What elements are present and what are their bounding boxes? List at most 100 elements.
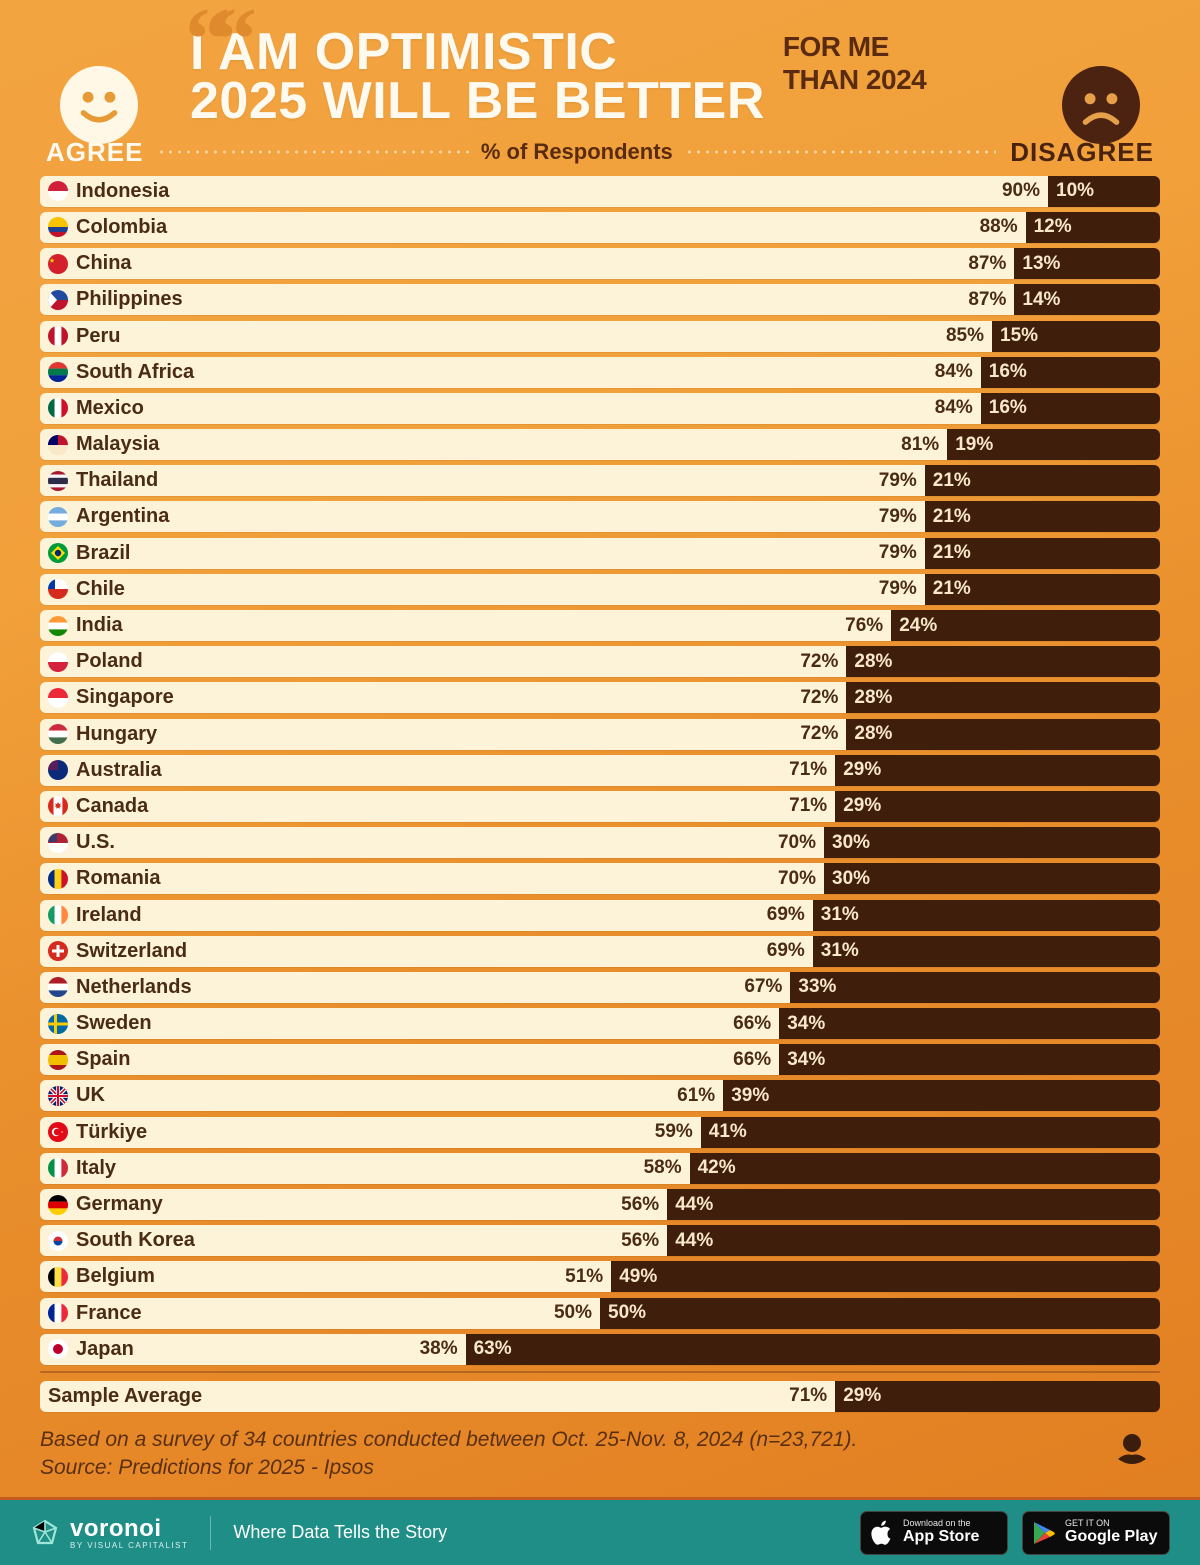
country-label: Japan xyxy=(76,1338,134,1361)
chart-row: Australia71%29% xyxy=(40,755,1160,786)
disagree-segment: 49% xyxy=(611,1261,1160,1292)
chart-row: Brazil 79% 21% xyxy=(40,538,1160,569)
agree-segment: South Korea 56% xyxy=(40,1225,667,1256)
chart-row: Philippines87%14% xyxy=(40,284,1160,315)
app-store-badge[interactable]: Download on the App Store xyxy=(860,1511,1008,1555)
chart-row: Türkiye59%41% xyxy=(40,1117,1160,1148)
bar-rows: Indonesia90%10%Colombia88%12%China87%13%… xyxy=(40,176,1160,1365)
google-play-badge[interactable]: GET IT ON Google Play xyxy=(1022,1511,1170,1555)
footnote-line-1: Based on a survey of 34 countries conduc… xyxy=(40,1426,1160,1454)
chart-row: U.S.70%30% xyxy=(40,827,1160,858)
flag-icon xyxy=(48,471,68,491)
country-label: Sample Average xyxy=(48,1385,202,1408)
disagree-segment: 14% xyxy=(1014,284,1160,315)
agree-segment: UK61% xyxy=(40,1080,723,1111)
agree-percent: 79% xyxy=(879,470,917,492)
chart-row: South Korea56%44% xyxy=(40,1225,1160,1256)
flag-icon xyxy=(48,1267,68,1287)
agree-percent: 84% xyxy=(935,397,973,419)
chart-row: Indonesia90%10% xyxy=(40,176,1160,207)
agree-percent: 79% xyxy=(879,542,917,564)
agree-percent: 87% xyxy=(968,289,1006,311)
country-label: Canada xyxy=(76,795,148,818)
agree-segment: Philippines87% xyxy=(40,284,1014,315)
chart-row: Canada 71% 29% xyxy=(40,791,1160,822)
disagree-segment: 34% xyxy=(779,1008,1160,1039)
disagree-segment: 21% xyxy=(925,538,1160,569)
chart-row: Germany56%44% xyxy=(40,1189,1160,1220)
country-label: South Korea xyxy=(76,1229,195,1252)
agree-segment: India76% xyxy=(40,610,891,641)
agree-segment: Colombia88% xyxy=(40,212,1026,243)
country-label: Romania xyxy=(76,867,160,890)
agree-percent: 79% xyxy=(879,578,917,600)
disagree-segment: 29% xyxy=(835,791,1160,822)
agree-percent: 76% xyxy=(845,615,883,637)
agree-segment: Chile 79% xyxy=(40,574,925,605)
flag-icon xyxy=(48,435,68,455)
agree-percent: 71% xyxy=(789,1385,827,1407)
flag-icon xyxy=(48,688,68,708)
agree-segment: South Africa84% xyxy=(40,357,981,388)
agree-percent: 50% xyxy=(554,1302,592,1324)
apple-icon xyxy=(871,1520,893,1546)
disagree-segment: 41% xyxy=(701,1117,1160,1148)
country-label: Italy xyxy=(76,1157,116,1180)
agree-percent: 66% xyxy=(733,1013,771,1035)
agree-segment: Hungary72% xyxy=(40,719,846,750)
chart-row: South Africa84%16% xyxy=(40,357,1160,388)
flag-icon xyxy=(48,796,68,816)
agree-segment: Poland72% xyxy=(40,646,846,677)
agree-segment: Belgium51% xyxy=(40,1261,611,1292)
agree-segment: Singapore72% xyxy=(40,682,846,713)
agree-percent: 88% xyxy=(980,216,1018,238)
agree-segment: Sweden66% xyxy=(40,1008,779,1039)
country-label: Malaysia xyxy=(76,433,159,456)
country-label: Switzerland xyxy=(76,940,187,963)
flag-icon xyxy=(48,724,68,744)
agree-segment: U.S.70% xyxy=(40,827,824,858)
agree-percent: 51% xyxy=(565,1266,603,1288)
flag-icon xyxy=(48,977,68,997)
happy-face-icon xyxy=(60,66,138,144)
chart-row: Singapore72%28% xyxy=(40,682,1160,713)
disagree-segment: 33% xyxy=(790,972,1160,1003)
chart-row: Belgium51%49% xyxy=(40,1261,1160,1292)
country-label: Mexico xyxy=(76,397,144,420)
agree-segment: China87% xyxy=(40,248,1014,279)
country-label: U.S. xyxy=(76,831,115,854)
flag-icon xyxy=(48,905,68,925)
agree-segment: Netherlands67% xyxy=(40,972,790,1003)
agree-percent: 71% xyxy=(789,795,827,817)
chart-row: Thailand79%21% xyxy=(40,465,1160,496)
header: ““ I AM OPTIMISTIC 2025 WILL BE BETTER F… xyxy=(40,28,1160,168)
play-top: GET IT ON xyxy=(1065,1519,1157,1528)
agree-segment: Spain66% xyxy=(40,1044,779,1075)
country-label: Chile xyxy=(76,578,125,601)
agree-segment: Argentina79% xyxy=(40,501,925,532)
sad-face-icon xyxy=(1062,66,1140,144)
google-play-icon xyxy=(1033,1521,1055,1545)
country-label: South Africa xyxy=(76,361,194,384)
agree-segment: Canada 71% xyxy=(40,791,835,822)
chart-row: Peru85%15% xyxy=(40,321,1160,352)
axis-dots-left xyxy=(157,150,468,154)
disagree-segment: 34% xyxy=(779,1044,1160,1075)
country-label: Singapore xyxy=(76,686,174,709)
footnote: Based on a survey of 34 countries conduc… xyxy=(40,1426,1160,1483)
disagree-segment: 15% xyxy=(992,321,1160,352)
flag-icon xyxy=(48,1050,68,1070)
country-label: Brazil xyxy=(76,542,130,565)
agree-segment: Italy58% xyxy=(40,1153,690,1184)
agree-percent: 72% xyxy=(800,651,838,673)
disagree-segment: 29% xyxy=(835,755,1160,786)
country-label: UK xyxy=(76,1084,105,1107)
chart-row: UK61%39% xyxy=(40,1080,1160,1111)
disagree-segment: 50% xyxy=(600,1298,1160,1329)
country-label: Peru xyxy=(76,325,120,348)
disagree-segment: 21% xyxy=(925,574,1160,605)
disagree-segment: 28% xyxy=(846,646,1160,677)
flag-icon xyxy=(48,217,68,237)
agree-percent: 56% xyxy=(621,1230,659,1252)
chart-row: Hungary72%28% xyxy=(40,719,1160,750)
